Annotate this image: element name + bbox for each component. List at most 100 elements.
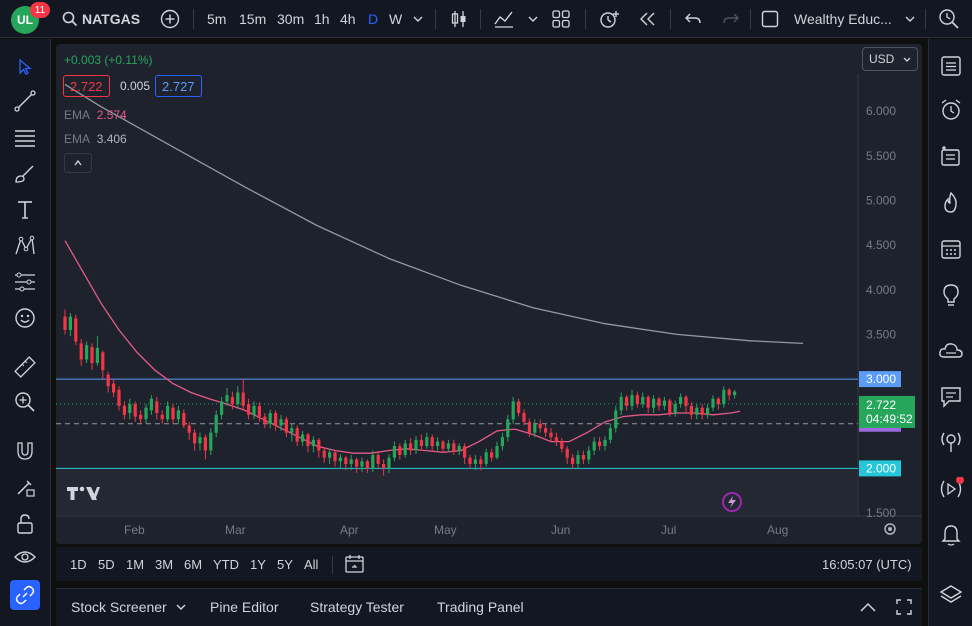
price-tick-label: 5.500	[866, 149, 896, 163]
minds-button[interactable]	[935, 335, 967, 367]
text-tool[interactable]	[10, 195, 40, 225]
collapse-panel-button[interactable]	[859, 589, 877, 625]
ema-slow-legend[interactable]: EMA 3.406	[64, 132, 127, 146]
price-chart[interactable]: 1.5002.0002.5003.0003.5004.0004.5005.000…	[56, 44, 922, 544]
range-1m[interactable]: 1M	[126, 556, 145, 572]
symbol-search-button[interactable]: NATGAS	[62, 0, 140, 38]
top-toolbar: UL 11 NATGAS 5m 15m 30m 1h 4h D W	[0, 0, 972, 38]
templates-button[interactable]	[552, 0, 570, 38]
streams-button[interactable]	[935, 426, 967, 458]
range-5y[interactable]: 5Y	[277, 556, 293, 572]
candle-body	[679, 396, 683, 405]
object-tree-button[interactable]	[935, 140, 967, 172]
candle-body	[279, 419, 283, 426]
candle-body	[657, 398, 661, 406]
range-all[interactable]: All	[304, 556, 319, 572]
range-1d[interactable]: 1D	[70, 556, 87, 572]
alerts-button[interactable]	[935, 94, 967, 126]
undo-button[interactable]	[684, 0, 702, 38]
cursor-tool[interactable]	[10, 52, 40, 82]
price-tick-label: 6.000	[866, 104, 896, 118]
candle-body	[376, 455, 380, 464]
right-sidebar	[928, 39, 972, 626]
interval-1h[interactable]: 1h	[314, 11, 330, 27]
range-ytd[interactable]: YTD	[213, 556, 239, 572]
ideas-button[interactable]	[935, 279, 967, 311]
range-1y[interactable]: 1Y	[250, 556, 266, 572]
prediction-tool[interactable]	[10, 267, 40, 297]
tab-trading-panel[interactable]: Trading Panel	[437, 599, 524, 615]
tab-strategy-tester[interactable]: Strategy Tester	[310, 599, 404, 615]
layout-dropdown[interactable]	[904, 0, 916, 38]
lock-drawings-tool[interactable]	[10, 509, 40, 539]
indicators-button[interactable]	[493, 0, 515, 38]
range-6m[interactable]: 6M	[184, 556, 203, 572]
bid-price[interactable]: 2.722	[63, 75, 110, 97]
lightning-button[interactable]	[722, 492, 742, 512]
ema-fast-legend[interactable]: EMA 2.574	[64, 108, 127, 122]
ask-price[interactable]: 2.727	[155, 75, 202, 97]
fire-icon	[944, 191, 957, 213]
candle-body	[619, 396, 623, 411]
layout-button[interactable]: Wealthy Educ...	[761, 0, 892, 38]
interval-15m[interactable]: 15m	[239, 11, 267, 27]
candle-body	[160, 414, 164, 420]
candle-body	[436, 441, 440, 447]
trend-line-tool[interactable]	[10, 86, 40, 116]
measure-tool[interactable]	[10, 352, 40, 382]
interval-d[interactable]: D	[368, 11, 379, 27]
chart-settings-button[interactable]	[882, 521, 898, 540]
candle-body	[625, 396, 629, 406]
pattern-tool[interactable]	[10, 231, 40, 261]
maximize-panel-button[interactable]	[895, 589, 913, 625]
redo-button[interactable]	[722, 0, 740, 38]
interval-w[interactable]: W	[389, 11, 403, 27]
interval-30m[interactable]: 30m	[277, 11, 305, 27]
candle-body	[446, 443, 450, 449]
fib-tool[interactable]	[10, 123, 40, 153]
collapse-legend-button[interactable]	[64, 153, 92, 173]
time-tick-label: Aug	[767, 523, 788, 537]
time-tick-label: Apr	[340, 523, 359, 537]
currency-select[interactable]: USD	[862, 47, 918, 71]
replay-button[interactable]	[638, 0, 658, 38]
tab-pine-editor[interactable]: Pine Editor	[210, 599, 279, 615]
magnet-tool[interactable]	[10, 436, 40, 466]
candle-body	[90, 346, 94, 364]
clock-search-icon	[939, 9, 959, 29]
tab-stock-screener[interactable]: Stock Screener	[71, 589, 187, 625]
quick-search-button[interactable]	[938, 0, 960, 38]
go-to-date-button[interactable]	[344, 547, 366, 581]
hotlists-button[interactable]	[935, 187, 967, 219]
brush-tool[interactable]	[10, 159, 40, 189]
chart-pane[interactable]: 1.5002.0002.5003.0003.5004.0004.5005.000…	[56, 44, 922, 544]
range-3m[interactable]: 3M	[155, 556, 174, 572]
zoom-tool[interactable]	[10, 387, 40, 417]
candle-body	[398, 446, 402, 456]
tv-logo-icon	[67, 486, 100, 500]
live-stream-button[interactable]	[935, 473, 967, 505]
clock-timezone[interactable]: 16:05:07 (UTC)	[822, 556, 912, 572]
candle-body	[387, 457, 391, 469]
chats-button[interactable]	[935, 381, 967, 413]
sync-drawings-tool[interactable]	[10, 580, 40, 610]
divider	[925, 9, 926, 29]
chart-type-button[interactable]	[449, 0, 469, 38]
notifications-button[interactable]	[935, 519, 967, 551]
stay-in-drawing-tool[interactable]	[10, 472, 40, 502]
icon-tool[interactable]	[10, 303, 40, 333]
candle-body	[284, 419, 288, 433]
compare-symbol-button[interactable]	[160, 0, 180, 38]
indicators-dropdown[interactable]	[527, 0, 539, 38]
candle-body	[176, 410, 180, 420]
alert-button[interactable]	[598, 0, 620, 38]
candle-body	[85, 345, 89, 360]
interval-4h[interactable]: 4h	[340, 11, 356, 27]
watchlist-button[interactable]	[935, 50, 967, 82]
range-5d[interactable]: 5D	[98, 556, 115, 572]
hide-drawings-tool[interactable]	[10, 542, 40, 572]
interval-5m[interactable]: 5m	[207, 11, 227, 27]
layers-button[interactable]	[935, 579, 967, 611]
calendar-button[interactable]	[935, 233, 967, 265]
interval-dropdown[interactable]	[412, 0, 424, 38]
